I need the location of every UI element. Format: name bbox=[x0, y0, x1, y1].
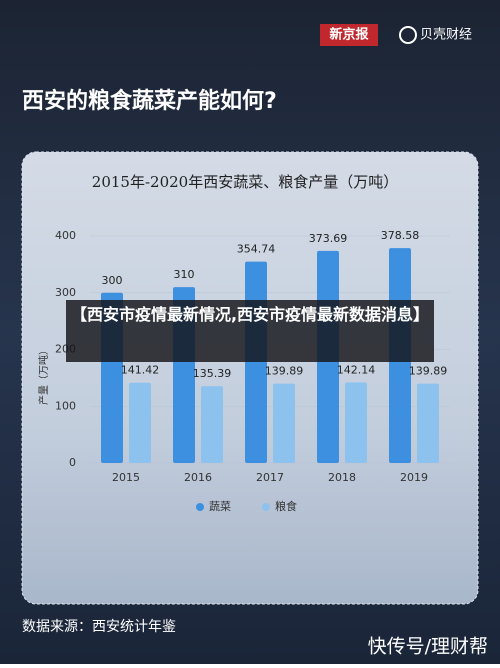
value-label: 135.39 bbox=[193, 367, 232, 380]
legend-swatch bbox=[196, 503, 204, 511]
legend-swatch bbox=[262, 503, 270, 511]
value-label: 300 bbox=[102, 274, 123, 287]
bar bbox=[245, 261, 267, 463]
x-tick-label: 2018 bbox=[328, 471, 356, 484]
y-tick-label: 0 bbox=[69, 456, 76, 469]
value-label: 141.42 bbox=[121, 364, 160, 377]
bar bbox=[417, 383, 439, 463]
watermark: 快传号/理财帮 bbox=[368, 636, 488, 658]
x-tick-label: 2017 bbox=[256, 471, 284, 484]
overlay: 【西安市疫情最新情况,西安市疫情最新数据消息】 bbox=[66, 300, 434, 362]
y-tick-label: 400 bbox=[55, 229, 76, 242]
source: 数据来源：西安统计年鉴 bbox=[22, 619, 176, 635]
x-tick-label: 2016 bbox=[184, 471, 212, 484]
y-tick-label: 300 bbox=[55, 286, 76, 299]
bar bbox=[273, 383, 295, 463]
banner-box: 【西安市疫情最新情况,西安市疫情最新数据消息】 bbox=[70, 305, 430, 324]
y-tick-label: 100 bbox=[55, 399, 76, 412]
brand-icon bbox=[399, 26, 417, 44]
brand-badge bbox=[320, 24, 378, 46]
y-axis-label: 产量（万吨） bbox=[37, 345, 50, 405]
value-label: 139.89 bbox=[265, 365, 304, 378]
bar bbox=[345, 382, 367, 463]
legend-label: 蔬菜 bbox=[209, 500, 231, 513]
brand-right: 贝壳财经 bbox=[420, 28, 472, 43]
value-label: 354.74 bbox=[237, 243, 276, 256]
value-label: 373.69 bbox=[309, 232, 348, 245]
banner-bg bbox=[66, 300, 434, 362]
value-label: 139.89 bbox=[409, 365, 448, 378]
x-tick-label: 2019 bbox=[400, 471, 428, 484]
brand-left: 新京报 bbox=[329, 27, 369, 43]
legend-label: 粮食 bbox=[275, 499, 297, 513]
value-label: 310 bbox=[174, 268, 195, 281]
x-tick-label: 2015 bbox=[112, 471, 140, 484]
value-label: 378.58 bbox=[381, 229, 420, 242]
chart-title: 2015年-2020年西安蔬菜、粮食产量（万吨） bbox=[92, 173, 398, 191]
bar bbox=[129, 382, 151, 463]
bar bbox=[201, 386, 223, 463]
value-label: 142.14 bbox=[337, 363, 376, 376]
banner: 【西安市疫情最新情况,西安市疫情最新数据消息】 bbox=[70, 305, 430, 324]
headline: 西安的粮食蔬菜产能如何? bbox=[22, 88, 277, 114]
